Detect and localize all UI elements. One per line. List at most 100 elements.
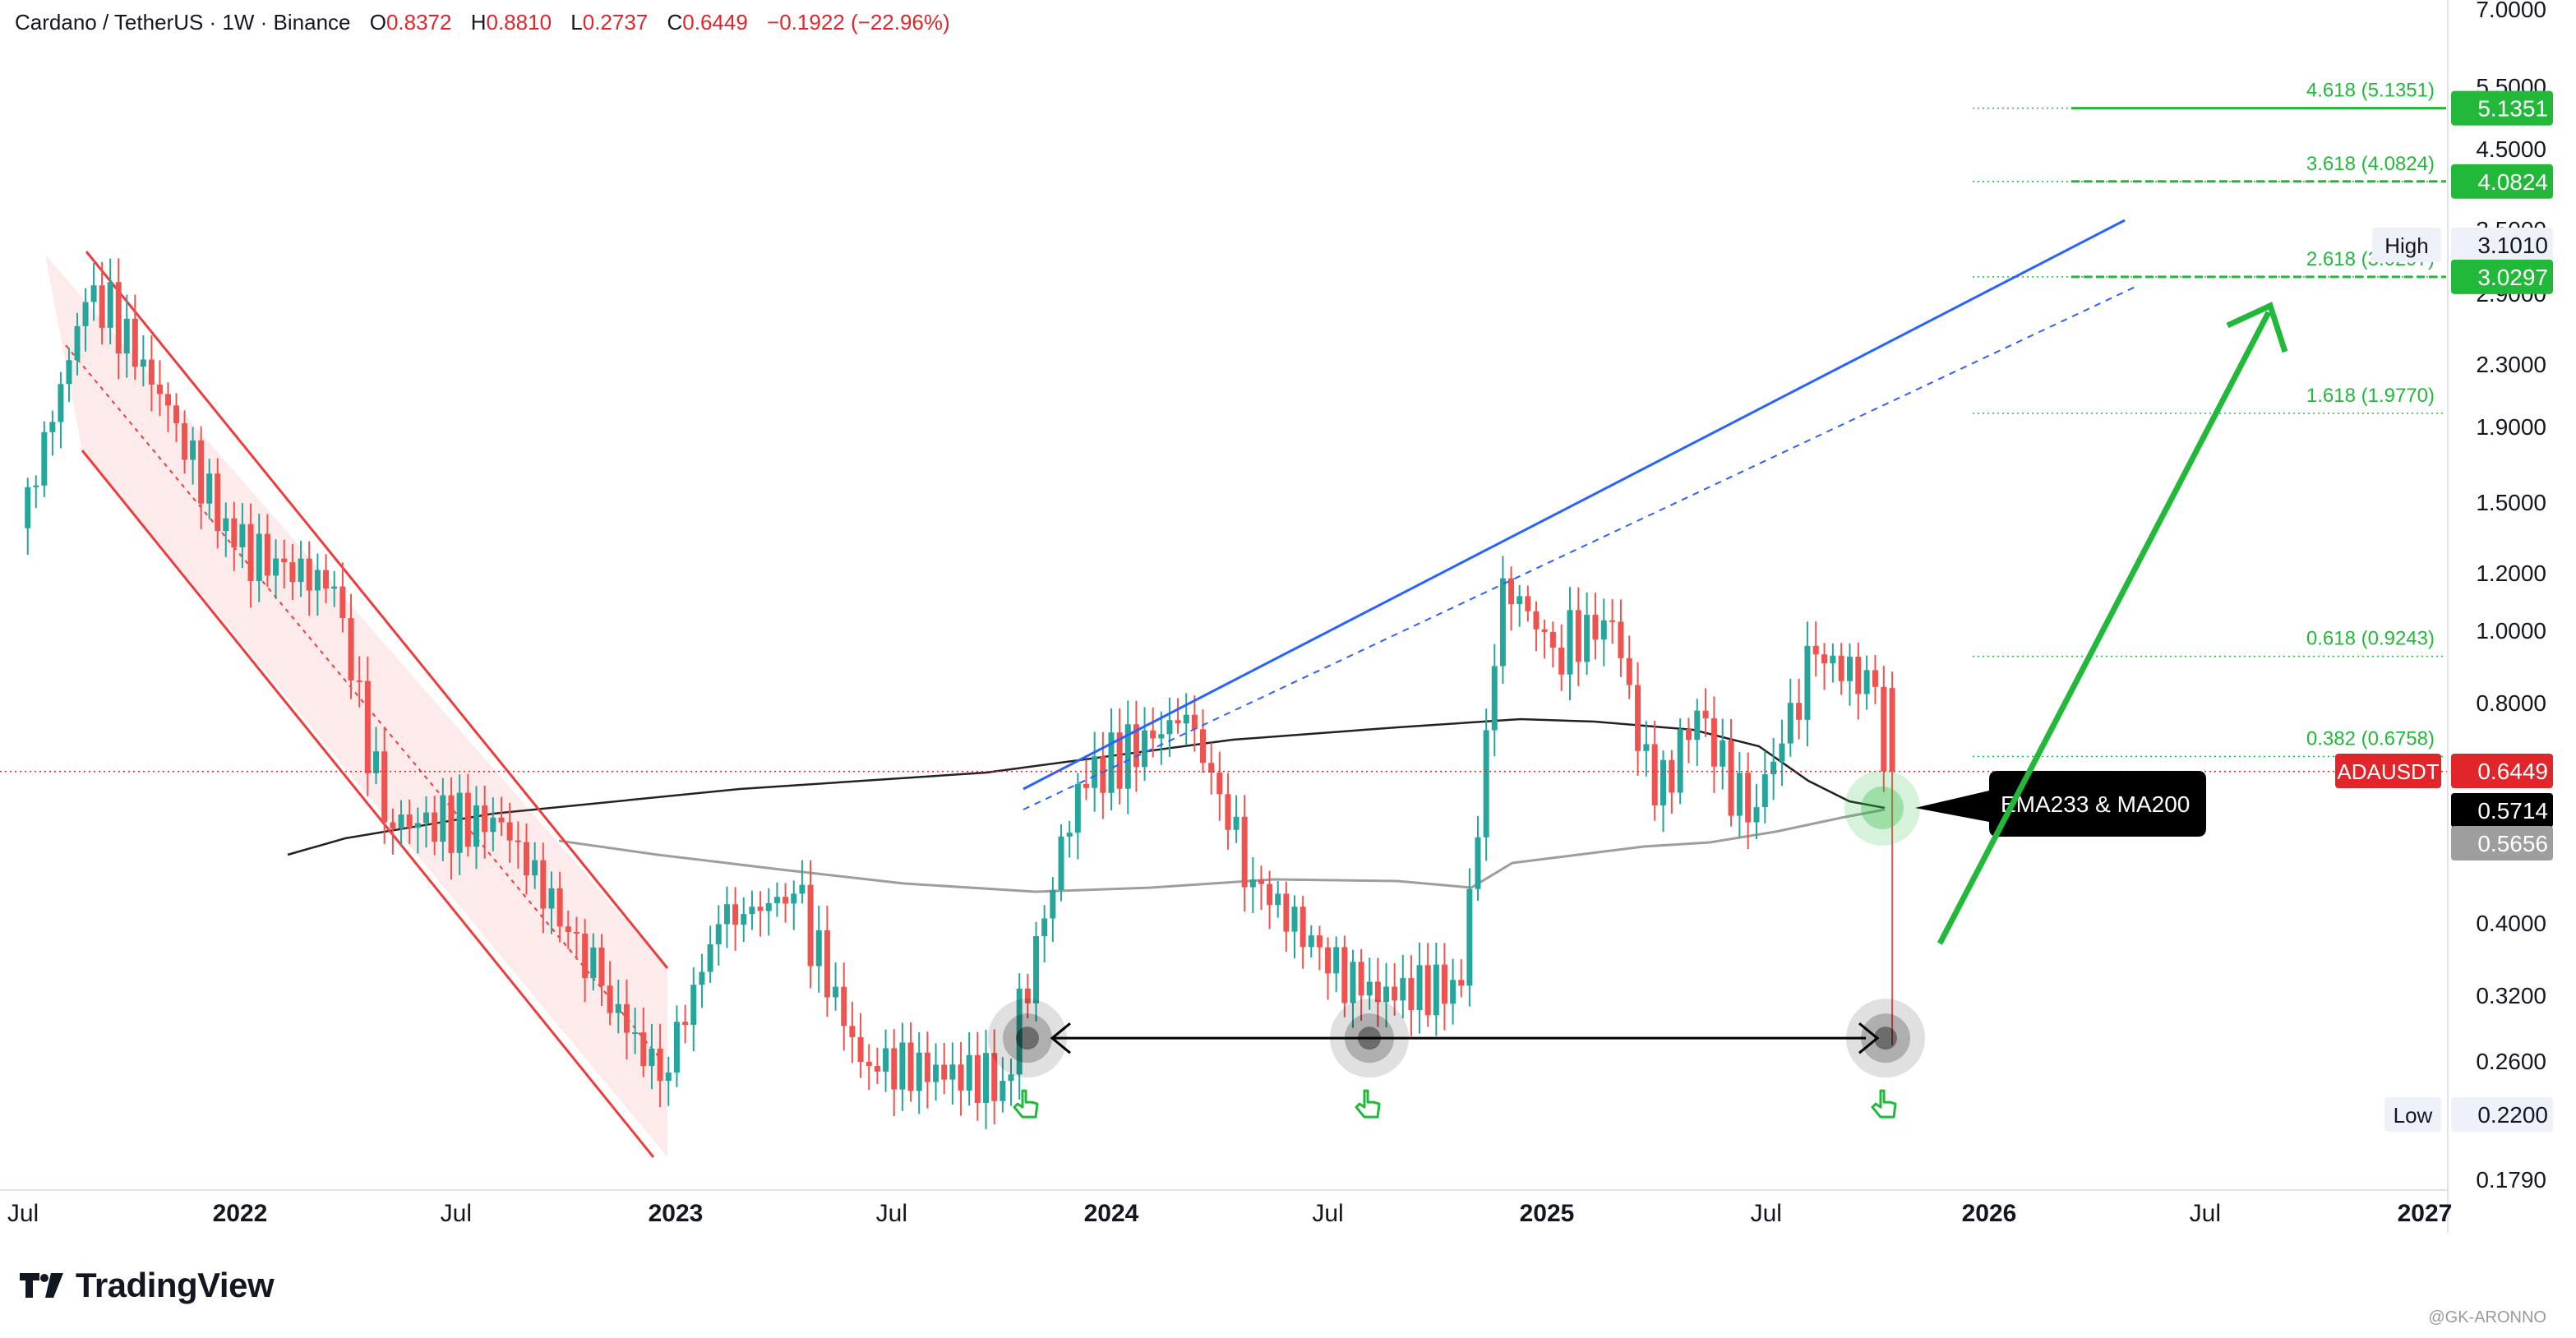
candle [1779,719,1785,787]
open-label: O [369,10,386,35]
channel-upper-line [85,251,669,969]
candle [423,796,430,848]
candle [1400,954,1406,1018]
candle [33,475,39,509]
channel-fill [45,255,667,1157]
candle [1058,824,1064,902]
candle [1416,942,1423,1034]
candle [164,382,171,432]
candle-body [1383,986,1390,1003]
candle-body [1233,816,1240,830]
candle-body [1267,884,1273,906]
candle [74,312,81,376]
candle [1567,587,1573,701]
candle-body [1761,774,1768,808]
candle [665,1056,672,1106]
candle-body [899,1042,906,1090]
candle-body [1635,685,1641,751]
low-price-pill-tag-text: Low [2394,1103,2433,1128]
candle [223,502,229,557]
x-tick-label: 2022 [213,1200,268,1227]
y-tick-label: 0.4000 [2476,911,2546,936]
candle-body [1669,759,1675,793]
ema-callout: EMA233 & MA200 [1915,771,2206,837]
x-tick-label: 2025 [1520,1200,1575,1227]
fib-extension-levels: 0.382 (0.6758) 0.618 (0.9243) 1.618 (1.977… [1973,80,2446,758]
candle-body [1812,645,1819,655]
candle [1275,880,1281,918]
candle [573,916,579,960]
y-tick-label: 1.2000 [2476,561,2546,586]
tradingview-logo-icon [20,1273,63,1298]
candle [1024,973,1031,1019]
support-touch-dot [1016,1027,1039,1050]
candle [623,979,630,1060]
candle-body [215,473,221,532]
candle-body [390,822,396,829]
candle-body [1558,647,1565,675]
hand-pointer-icon [1871,1089,1897,1119]
candle [741,897,747,943]
candle [173,393,180,443]
candle-body [1609,620,1616,622]
candle-body [107,282,113,328]
candle [1166,697,1173,757]
candle-body [1846,657,1853,681]
candle-body [1158,734,1165,739]
candle-body [58,384,64,422]
fib-label-3.618: 3.618 (4.0824) [2306,153,2435,175]
candle [490,797,496,851]
x-tick-label: 2027 [2398,1200,2453,1227]
support-touch-halo [1330,999,1409,1078]
candle-body [156,384,163,394]
candle-body [1592,615,1599,640]
candle [515,821,521,869]
candle-body [1341,947,1348,1004]
chart-header: Cardano / TetherUS · 1W · Binance O0.837… [15,10,950,35]
candle [1804,621,1811,747]
open-value: 0.8372 [385,10,452,35]
candle-body [1643,744,1650,751]
candle [707,925,713,983]
candle-body [1626,657,1632,685]
candle [1358,948,1364,1022]
candle [1643,721,1650,777]
candle-body [1710,718,1717,767]
candle-body [941,1064,948,1080]
candle [1366,957,1373,1010]
candle-body [573,931,579,934]
candle [289,543,296,601]
candle [448,777,455,880]
candle-body [82,302,89,326]
candle [156,360,163,417]
candle-body [565,926,571,932]
candle [1685,717,1692,764]
candle [1838,643,1844,695]
y-axis[interactable]: 7.00005.50004.50003.50002.90002.30001.90… [2335,0,2553,1233]
candle-body [256,533,262,581]
candle-body [473,805,480,847]
candle-body [540,860,547,909]
candle-body [1225,794,1231,830]
candle [1066,820,1073,858]
candle-body [1770,761,1777,775]
candle [1483,708,1489,861]
candle-body [723,904,730,925]
channel-mid-line [65,344,662,1061]
candle [314,553,321,616]
candle-body [1881,686,1887,772]
candle [891,1029,898,1117]
candle-body [974,1054,981,1103]
candle-body [1889,688,1895,772]
candle [41,421,48,497]
candle-body [289,562,296,583]
x-axis[interactable]: Jul 2022 Jul 2023 Jul 2024 Jul 2025 Jul 2026 Jul 20… [0,1189,2453,1227]
hand-shape [1355,1089,1381,1119]
candle [1424,943,1431,1027]
candle-body [958,1064,964,1091]
tradingview-logo[interactable]: TradingView [18,1266,275,1305]
candle [1350,949,1356,1028]
candle-body [1736,773,1743,816]
candle-body [1374,981,1381,1003]
